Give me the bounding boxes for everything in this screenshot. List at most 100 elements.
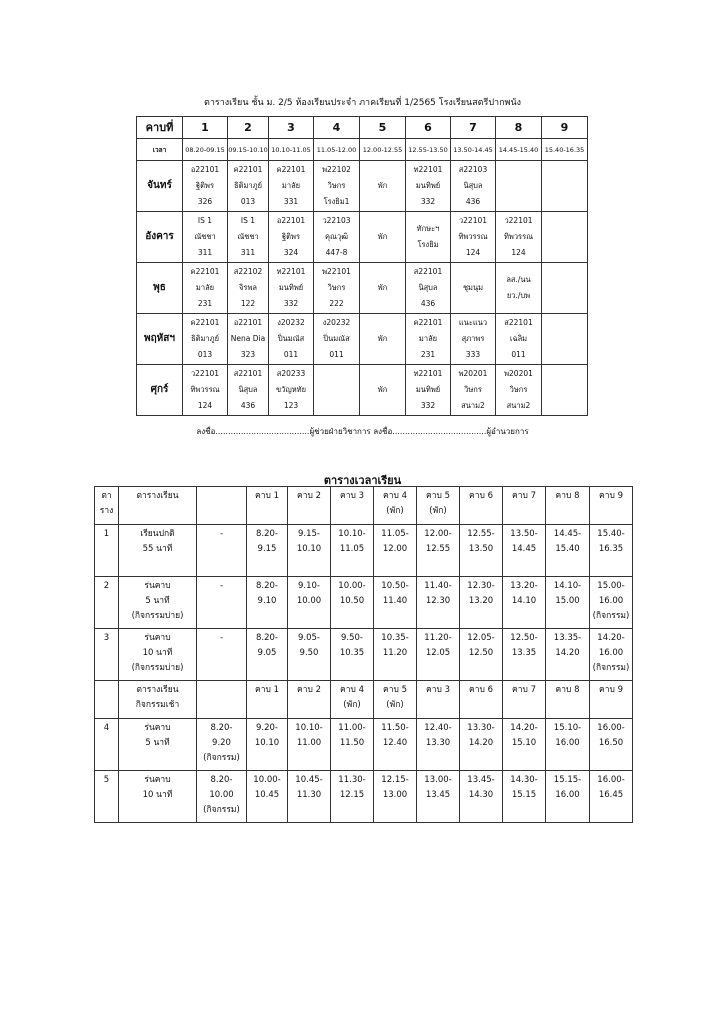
day-row: อังคาร IS 1 ณัชชา 311 IS 1 ณัชชา 311 อ22101…	[136, 211, 588, 263]
time-cell: 12.00-12.55	[359, 138, 406, 161]
time-cell: 10.00- 10.50	[330, 576, 374, 629]
header-cell: 7	[450, 116, 496, 139]
class-cell: ว22101 ทิพวรรณ 124	[450, 211, 496, 263]
time-cell: 11.40- 12.30	[416, 576, 460, 629]
class-cell: ท22101 มนทิพย์ 332	[405, 364, 451, 416]
class-cell: ค22101 มาลัย 331	[268, 160, 314, 212]
time-cell: 09.15-10.10	[227, 138, 269, 161]
time-cell: -	[196, 576, 247, 629]
time-cell: 2	[94, 576, 119, 629]
class-cell: ค22101 ธิติมาภูย์ 013	[182, 313, 228, 365]
table-row: 2 ร่นคาบ 5 นาที (กิจกรรมบ่าย) -8.20- 9.10 9…	[94, 576, 633, 629]
class-cell: พัก	[359, 313, 406, 365]
class-cell: แนะแนว สุภาพร 333	[450, 313, 496, 365]
table-row: 3 ร่นคาบ 10 นาที (กิจกรรมบ่าย) -8.20- 9.05…	[94, 628, 633, 681]
time-cell: 15.40- 16.35	[589, 524, 633, 577]
time-cell: 11.20- 12.05	[416, 628, 460, 681]
class-cell: พัก	[359, 211, 406, 263]
time-cell: คาบ 5 (พัก)	[416, 486, 460, 525]
class-cell: อ22101 Nena Dia 323	[227, 313, 269, 365]
timetable-title: ตารางเวลาเรียน	[323, 474, 402, 487]
time-cell: 10.45- 11.30	[287, 770, 331, 823]
time-cell	[196, 486, 247, 525]
time-cell: 13.50- 14.45	[502, 524, 546, 577]
class-schedule-table: คาบที่ 1 2 3 4 5 6 7 8 9 เวลา 08.20-09.15 09.15-10.1…	[136, 116, 588, 416]
time-cell: -	[196, 524, 247, 577]
class-cell	[495, 160, 542, 212]
time-cell: 08.20-09.15	[182, 138, 228, 161]
time-cell: 12.40- 13.30	[416, 718, 460, 771]
time-cell: 10.00- 10.45	[246, 770, 288, 823]
day-label: จันทร์	[136, 160, 183, 212]
header-cell: 9	[541, 116, 588, 139]
time-cell: 8.20- 9.05	[246, 628, 288, 681]
header-cell: 3	[268, 116, 314, 139]
class-cell: ส22101 นิสุบล 436	[227, 364, 269, 416]
class-cell	[541, 262, 588, 314]
time-cell: คาบ 6	[459, 486, 503, 525]
header-cell: 8	[495, 116, 542, 139]
time-cell: 10.35- 11.20	[373, 628, 417, 681]
class-cell: พัก	[359, 364, 406, 416]
class-cell: พ20201 วิษกร สนาม2	[450, 364, 496, 416]
class-cell: พ22101 วิษกร 222	[313, 262, 360, 314]
time-cell: คาบ 4 (พัก)	[373, 486, 417, 525]
time-cell: คาบ 4 (พัก)	[330, 680, 374, 719]
time-cell: 10.10- 11.00	[287, 718, 331, 771]
table-row: 1 เรียนปกติ 55 นาที -8.20- 9.15 9.15- 10.10…	[94, 524, 633, 577]
signature-line: ลงชื่อ..................................…	[196, 427, 529, 436]
time-cell: 12.00- 12.55	[416, 524, 460, 577]
header-cell: 5	[359, 116, 406, 139]
day-label: พฤหัสฯ	[136, 313, 183, 365]
header-cell: คาบที่	[136, 116, 183, 139]
time-cell: 16.00- 16.45	[589, 770, 633, 823]
time-cell: 4	[94, 718, 119, 771]
class-cell: ว22103 คุณวุฒิ 447-8	[313, 211, 360, 263]
class-cell: ง20232 ปิ่นมณัส 011	[268, 313, 314, 365]
time-cell: คาบ 7	[502, 680, 546, 719]
time-cell: 15.15- 16.00	[545, 770, 590, 823]
class-cell: ส22102 จิรพล 122	[227, 262, 269, 314]
class-cell: ส22103 นิสุบล 436	[450, 160, 496, 212]
time-cell: 8.20- 9.10	[246, 576, 288, 629]
class-cell: อ22101 ฐิติพร 324	[268, 211, 314, 263]
day-label: ศุกร์	[136, 364, 183, 416]
time-cell: คาบ 1	[246, 486, 288, 525]
period-timetable: ตา ราง ตารางเรียน คาบ 1 คาบ 2 คาบ 3 คาบ 4 (พั…	[94, 486, 633, 823]
time-cell: 13.30- 14.20	[459, 718, 503, 771]
header-cell: 6	[405, 116, 451, 139]
header-row: คาบที่ 1 2 3 4 5 6 7 8 9	[136, 116, 588, 139]
time-cell: ร่นคาบ 5 นาที (กิจกรรมบ่าย)	[118, 576, 197, 629]
day-row: พฤหัสฯ ค22101 ธิติมาภูย์ 013 อ22101 Nena D…	[136, 313, 588, 365]
time-cell: คาบ 2	[287, 680, 331, 719]
class-cell: ชุมนุม	[450, 262, 496, 314]
header-row: ตา ราง ตารางเรียน คาบ 1 คาบ 2 คาบ 3 คาบ 4 (พั…	[94, 486, 633, 525]
time-cell: คาบ 2	[287, 486, 331, 525]
time-cell: -	[196, 628, 247, 681]
time-cell: 15.10- 16.00	[545, 718, 590, 771]
class-cell: IS 1 ณัชชา 311	[182, 211, 228, 263]
class-cell	[541, 313, 588, 365]
time-cell	[196, 680, 247, 719]
class-cell	[541, 160, 588, 212]
time-cell: 9.20- 10.10	[246, 718, 288, 771]
time-cell: 8.20- 9.15	[246, 524, 288, 577]
class-cell: ค22101 มาลัย 231	[182, 262, 228, 314]
class-cell: ท22101 มนทิพย์ 332	[268, 262, 314, 314]
class-cell: พ20201 วิษกร สนาม2	[495, 364, 542, 416]
schedule-title: ตารางเรียน ชั้น ม. 2/5 ห้องเรียนประจำ ภา…	[203, 98, 522, 108]
time-cell: 16.00- 16.50	[589, 718, 633, 771]
class-cell	[541, 364, 588, 416]
time-cell: 1	[94, 524, 119, 577]
time-cell: 3	[94, 628, 119, 681]
time-cell: 14.30- 15.15	[502, 770, 546, 823]
class-cell: พัก	[359, 160, 406, 212]
time-cell: คาบ 6	[459, 680, 503, 719]
class-cell: ส20233 ขวัญหทัย 123	[268, 364, 314, 416]
time-cell: เรียนปกติ 55 นาที	[118, 524, 197, 577]
class-cell: IS 1 ณัชชา 311	[227, 211, 269, 263]
class-cell	[541, 211, 588, 263]
time-cell: คาบ 1	[246, 680, 288, 719]
table-row: 4 ร่นคาบ 5 นาที 8.20- 9.20 (กิจกรรม) 9.20- …	[94, 718, 633, 771]
time-cell: 14.45- 15.40	[545, 524, 590, 577]
